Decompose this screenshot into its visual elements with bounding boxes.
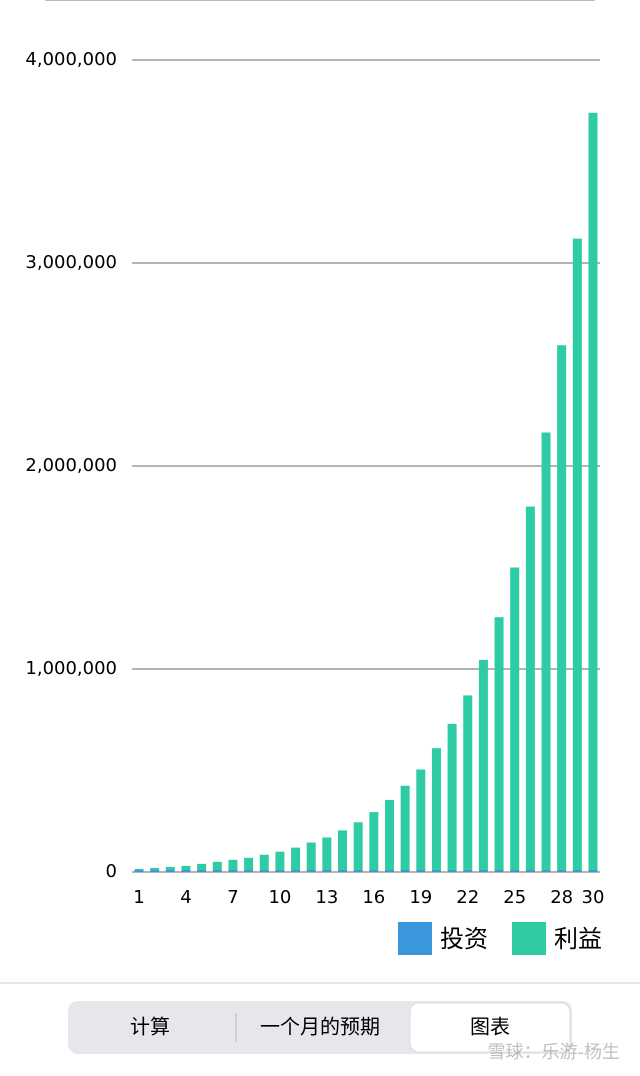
bar [510, 567, 520, 870]
bar [134, 869, 144, 872]
x-tick-label: 1 [133, 887, 144, 908]
bar [181, 869, 191, 872]
bar [212, 861, 222, 870]
bar [353, 822, 363, 870]
x-tick-label: 30 [582, 887, 605, 908]
bar [588, 869, 598, 872]
x-tick-label: 22 [456, 887, 479, 908]
bar [212, 869, 222, 872]
x-tick-label: 28 [550, 887, 573, 908]
legend-label: 投资 [440, 925, 488, 953]
bar [447, 869, 457, 872]
watermark: 雪球：乐游-杨生 [488, 1042, 621, 1063]
bar [291, 869, 301, 872]
bar [463, 869, 473, 872]
bar [400, 869, 410, 872]
bar [572, 869, 582, 872]
bar [572, 238, 582, 870]
bar [525, 869, 535, 872]
bar [369, 812, 379, 870]
bar [244, 857, 254, 870]
bar [322, 837, 332, 870]
bar [588, 112, 598, 870]
legend-label: 利益 [554, 925, 602, 953]
bar [447, 723, 457, 870]
x-tick-label: 10 [268, 887, 291, 908]
bar [525, 506, 535, 870]
bar [478, 659, 488, 870]
bar [181, 865, 191, 870]
bar [134, 868, 144, 870]
bar [306, 842, 316, 870]
bar [322, 869, 332, 872]
x-tick-label: 16 [362, 887, 385, 908]
bar [275, 869, 285, 872]
bar [353, 869, 363, 872]
tab-selected[interactable]: 图表 [470, 1015, 510, 1039]
bar [463, 695, 473, 870]
bar [557, 869, 567, 872]
bar [150, 867, 160, 870]
bar [228, 859, 238, 870]
bar [165, 869, 175, 872]
bar [197, 869, 207, 872]
bar [165, 866, 175, 870]
bar [244, 869, 254, 872]
bar [291, 847, 301, 870]
bar [228, 869, 238, 872]
bar [541, 869, 551, 872]
selected-segment [409, 1002, 571, 1053]
bar [384, 799, 394, 870]
bar [541, 432, 551, 870]
bar [494, 869, 504, 872]
bar [338, 869, 348, 872]
tab[interactable]: 计算 [130, 1015, 170, 1039]
legend-swatch [512, 922, 546, 955]
bar [197, 863, 207, 870]
bar [510, 869, 520, 872]
x-tick-label: 19 [409, 887, 432, 908]
y-tick-label: 2,000,000 [25, 455, 117, 476]
bar [416, 769, 426, 870]
bar [494, 617, 504, 870]
y-tick-label: 1,000,000 [25, 658, 117, 679]
y-tick-label: 4,000,000 [25, 49, 117, 70]
bar [259, 869, 269, 872]
bar [478, 869, 488, 872]
bar [431, 869, 441, 872]
bar [557, 345, 567, 870]
bar [384, 869, 394, 872]
tab[interactable]: 一个月的预期 [260, 1015, 380, 1039]
bar [431, 748, 441, 870]
y-tick-label: 0 [106, 861, 117, 882]
bar [259, 854, 269, 870]
bar [369, 869, 379, 872]
bar [338, 830, 348, 870]
x-tick-label: 4 [180, 887, 191, 908]
legend-swatch [398, 922, 432, 955]
x-tick-label: 7 [227, 887, 238, 908]
bar [400, 785, 410, 870]
bar [416, 869, 426, 872]
bar [150, 869, 160, 872]
bar [306, 869, 316, 872]
y-tick-label: 3,000,000 [25, 252, 117, 273]
x-tick-label: 25 [503, 887, 526, 908]
x-tick-label: 13 [315, 887, 338, 908]
bar [275, 851, 285, 870]
